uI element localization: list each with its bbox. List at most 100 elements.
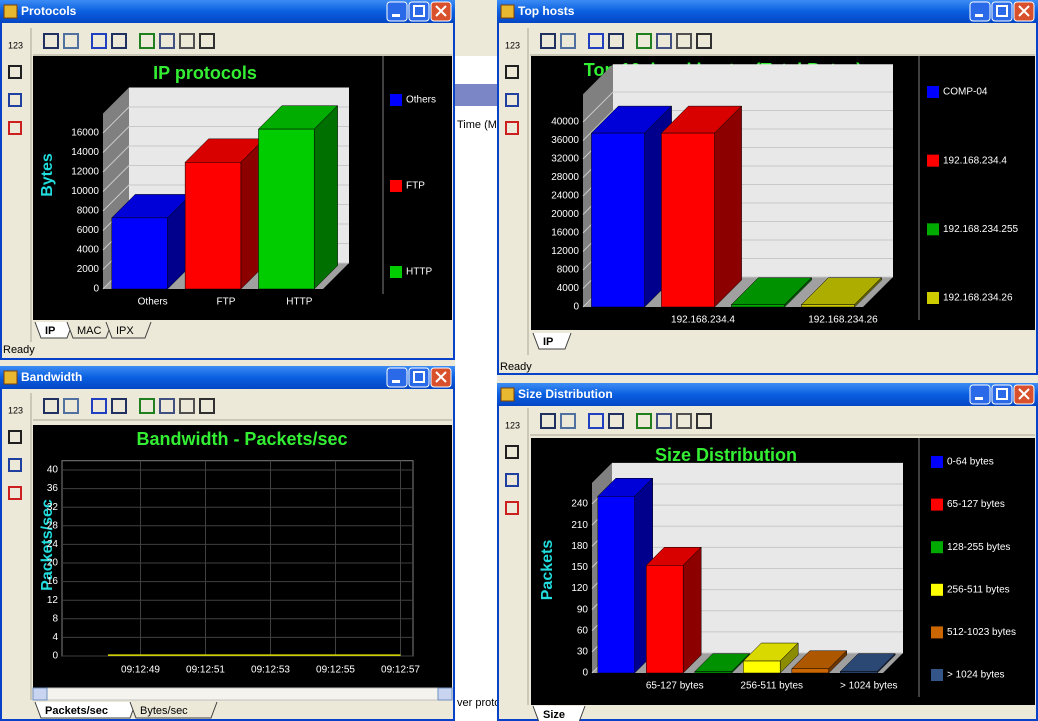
toolbar-button[interactable] xyxy=(540,33,556,49)
sidebar-button[interactable] xyxy=(505,93,519,107)
toolbar-button[interactable] xyxy=(696,33,712,49)
sidebar-label: 123 xyxy=(505,420,520,430)
sidebar-button[interactable] xyxy=(8,121,22,135)
chart-title: IP protocols xyxy=(153,63,257,83)
maximize-button[interactable] xyxy=(991,384,1013,405)
window-title: Bandwidth xyxy=(21,370,82,384)
sidebar-button[interactable] xyxy=(8,486,22,500)
toolbar-button[interactable] xyxy=(676,33,692,49)
button-glyph xyxy=(413,371,425,383)
legend-label: 512-1023 bytes xyxy=(947,627,1016,638)
toolbar-button[interactable] xyxy=(63,33,79,49)
minimize-button[interactable] xyxy=(969,384,991,405)
sidebar-button[interactable] xyxy=(505,445,519,459)
sidebar-button[interactable] xyxy=(8,458,22,472)
maximize-button[interactable] xyxy=(408,367,430,388)
toolbar-button[interactable] xyxy=(608,413,624,429)
toolbar-button[interactable] xyxy=(91,33,107,49)
y-tick-label: 16000 xyxy=(551,228,579,239)
sidebar-button[interactable] xyxy=(8,93,22,107)
button-glyph xyxy=(975,14,983,17)
sidebar-button[interactable] xyxy=(8,65,22,79)
toolbar-button[interactable] xyxy=(139,398,155,414)
tab-active[interactable] xyxy=(532,705,586,721)
legend-label: Others xyxy=(406,95,436,106)
button-glyph xyxy=(413,5,425,17)
sidebar-button[interactable] xyxy=(505,65,519,79)
bar xyxy=(791,668,829,674)
toolbar-button[interactable] xyxy=(588,413,604,429)
minimize-button[interactable] xyxy=(386,367,408,388)
toolbar-button[interactable] xyxy=(588,33,604,49)
toolbar-button[interactable] xyxy=(540,413,556,429)
title-bar xyxy=(497,0,1038,23)
grid-line xyxy=(102,106,349,134)
window-title: Size Distribution xyxy=(518,387,613,401)
maximize-button[interactable] xyxy=(991,1,1013,22)
legend-label: HTTP xyxy=(406,267,432,278)
legend-label: 256-511 bytes xyxy=(947,584,1010,595)
y-tick-label: 16 xyxy=(47,576,59,587)
legend-swatch xyxy=(931,498,943,511)
toolbar-button[interactable] xyxy=(159,398,175,414)
window-icon xyxy=(500,4,515,19)
toolbar-button[interactable] xyxy=(560,33,576,49)
bar-side xyxy=(714,105,742,308)
status-text: Ready xyxy=(3,344,35,356)
x-tick-label: 09:12:53 xyxy=(251,665,290,676)
bar xyxy=(743,660,781,674)
toolbar-button[interactable] xyxy=(636,413,652,429)
title-bar xyxy=(497,383,1038,406)
toolbar-button[interactable] xyxy=(676,413,692,429)
tab-label: MAC xyxy=(77,325,102,337)
toolbar-button[interactable] xyxy=(656,413,672,429)
y-tick-label: 150 xyxy=(571,562,588,573)
toolbar-button[interactable] xyxy=(636,33,652,49)
y-tick-label: 8000 xyxy=(77,206,100,217)
legend-swatch xyxy=(931,626,943,639)
tab-active[interactable] xyxy=(532,332,572,350)
toolbar-button[interactable] xyxy=(43,398,59,414)
scroll-right[interactable] xyxy=(437,687,453,701)
toolbar-button[interactable] xyxy=(560,413,576,429)
sidebar-button[interactable] xyxy=(505,121,519,135)
tab[interactable] xyxy=(129,701,218,719)
bar-side xyxy=(313,105,338,290)
sidebar-button[interactable] xyxy=(505,473,519,487)
tab[interactable] xyxy=(105,321,152,339)
legend-swatch xyxy=(931,583,943,596)
toolbar-button[interactable] xyxy=(139,33,155,49)
legend-label: COMP-04 xyxy=(943,87,988,98)
scroll-left[interactable] xyxy=(32,687,48,701)
toolbar-button[interactable] xyxy=(111,33,127,49)
bar xyxy=(184,162,242,290)
toolbar-button[interactable] xyxy=(696,413,712,429)
toolbar-button[interactable] xyxy=(91,398,107,414)
toolbar-button[interactable] xyxy=(179,33,195,49)
toolbar-button[interactable] xyxy=(199,398,215,414)
back-text: Time (M: xyxy=(457,119,500,131)
maximize-button[interactable] xyxy=(408,1,430,22)
y-tick-label: 180 xyxy=(571,541,588,552)
back-band xyxy=(455,84,497,106)
toolbar-button[interactable] xyxy=(159,33,175,49)
toolbar-button[interactable] xyxy=(179,398,195,414)
sidebar-button[interactable] xyxy=(8,430,22,444)
toolbar-button[interactable] xyxy=(43,33,59,49)
toolbar-button[interactable] xyxy=(608,33,624,49)
y-tick-label: 28000 xyxy=(551,172,579,183)
x-tick-label: 256-511 bytes xyxy=(740,681,803,692)
bar xyxy=(258,128,315,290)
minimize-button[interactable] xyxy=(969,1,991,22)
minimize-button[interactable] xyxy=(386,1,408,22)
title-bar xyxy=(0,366,455,389)
sidebar-button[interactable] xyxy=(505,501,519,515)
toolbar-button[interactable] xyxy=(63,398,79,414)
button-glyph xyxy=(996,5,1008,17)
toolbar-button[interactable] xyxy=(199,33,215,49)
window-icon xyxy=(500,387,515,402)
toolbar-button[interactable] xyxy=(111,398,127,414)
toolbar-button[interactable] xyxy=(656,33,672,49)
legend-swatch xyxy=(390,180,402,192)
y-axis-label: Packets xyxy=(539,540,556,601)
